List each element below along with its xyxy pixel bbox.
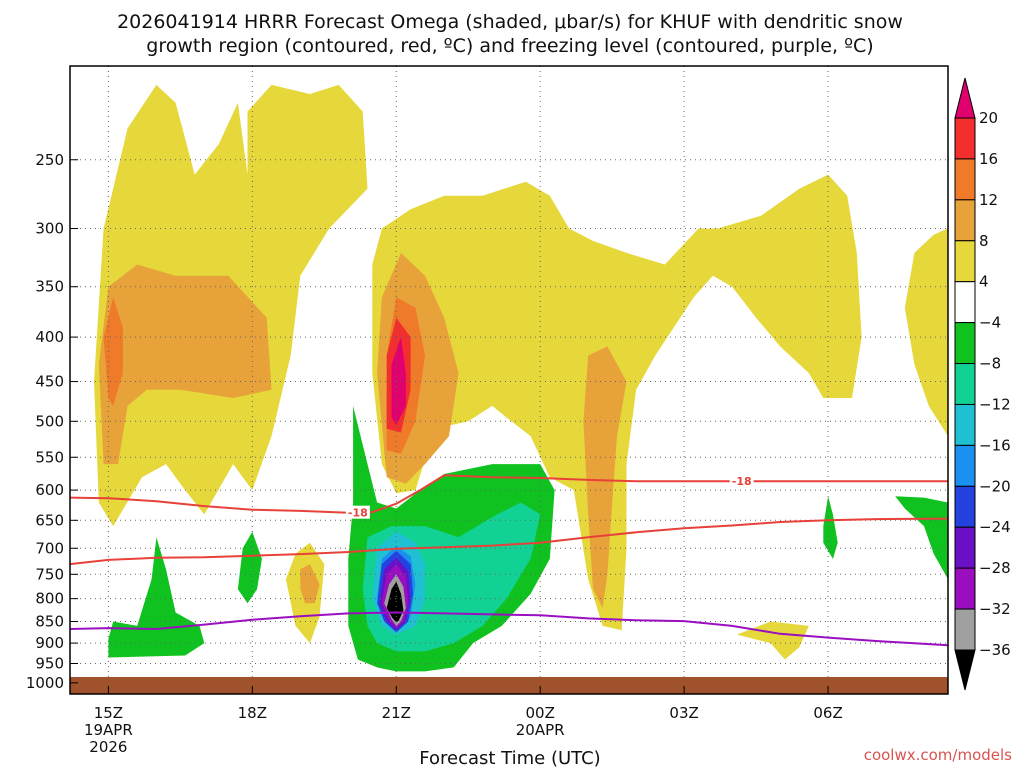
colorbar-box-11 xyxy=(954,567,976,610)
snow-growth-contour-1 xyxy=(69,517,949,566)
y-tick-label-300: 300 xyxy=(35,220,64,238)
colorbar-box-2 xyxy=(954,199,976,242)
colorbar-label-7: −12 xyxy=(979,395,1011,413)
colorbar-label-12: −32 xyxy=(979,600,1011,618)
colorbar-label-3: 8 xyxy=(979,232,989,250)
y-tick-label-250: 250 xyxy=(35,151,64,169)
y-tick-label-400: 400 xyxy=(35,328,64,346)
contour-lines: -18 -18 xyxy=(69,474,949,647)
colorbar-label-13: −36 xyxy=(979,641,1011,659)
colorbar-box-9 xyxy=(954,485,976,528)
x-tick-label-15Z: 15Z xyxy=(94,704,123,722)
x-tick-label-00Z: 00Z xyxy=(525,704,554,722)
colorbar-box-1 xyxy=(954,158,976,201)
snow-growth-contour-label-1: -18 xyxy=(732,475,752,488)
x-tick-label-18Z: 18Z xyxy=(238,704,267,722)
y-tick-label-850: 850 xyxy=(35,613,64,631)
colorbar-top-arrow xyxy=(954,77,976,119)
omega-shading xyxy=(94,84,948,672)
colorbar-box-10 xyxy=(954,526,976,569)
colorbar-box-12 xyxy=(954,608,976,651)
colorbar-box-4 xyxy=(954,281,976,324)
x-tick-date-15Z: 19APR xyxy=(84,721,133,739)
y-tick-label-350: 350 xyxy=(35,278,64,296)
omega-region-15 xyxy=(237,531,262,604)
x-tick-label-03Z: 03Z xyxy=(669,704,698,722)
colorbar-box-6 xyxy=(954,363,976,405)
omega-region-16 xyxy=(823,496,838,559)
omega-region-12 xyxy=(391,337,406,426)
omega-region-17 xyxy=(895,496,948,580)
y-tick-label-1000: 1000 xyxy=(26,674,64,692)
plot-frame xyxy=(69,65,949,695)
snow-growth-contour-label-0: -18 xyxy=(348,507,368,520)
omega-region-9 xyxy=(103,297,123,406)
title-line-2: growth region (contoured, red, ºC) and f… xyxy=(146,35,873,57)
colorbar-label-5: −4 xyxy=(979,314,1001,332)
colorbar-label-4: 4 xyxy=(979,273,989,291)
y-tick-label-450: 450 xyxy=(35,373,64,391)
snow-growth-contour-0 xyxy=(69,474,948,514)
colorbar-box-3 xyxy=(954,240,976,283)
pressure-axis: 250 300 350 400 450 500 550 600 650 700 750 800 850 9… xyxy=(26,151,78,692)
x-tick-label-21Z: 21Z xyxy=(382,704,411,722)
colorbar-box-5 xyxy=(954,322,976,365)
y-tick-label-500: 500 xyxy=(35,412,64,430)
y-tick-label-650: 650 xyxy=(35,511,64,529)
colorbar-label-0: 20 xyxy=(979,109,998,127)
freezing-level-contour xyxy=(69,611,949,647)
colorbar-box-7 xyxy=(954,403,976,446)
colorbar-label-11: −28 xyxy=(979,559,1011,577)
y-tick-label-600: 600 xyxy=(35,481,64,499)
y-tick-label-900: 900 xyxy=(35,634,64,652)
x-tick-year-15Z: 2026 xyxy=(89,738,127,756)
omega-region-2 xyxy=(904,228,948,437)
x-tick-label-06Z: 06Z xyxy=(813,704,842,722)
ground-surface xyxy=(70,677,948,694)
omega-region-14 xyxy=(108,537,205,658)
omega-region-7 xyxy=(583,346,627,608)
omega-region-4 xyxy=(736,621,809,660)
colorbar-label-6: −8 xyxy=(979,355,1001,373)
colorbar-label-8: −16 xyxy=(979,436,1011,454)
colorbar-label-1: 16 xyxy=(979,150,998,168)
y-tick-label-700: 700 xyxy=(35,539,64,557)
contour-label-bg-1 xyxy=(729,474,754,488)
colorbar-bottom-arrow xyxy=(954,649,976,691)
title-line-1: 2026041914 HRRR Forecast Omega (shaded, … xyxy=(117,11,903,33)
y-tick-label-550: 550 xyxy=(35,448,64,466)
x-tick-date-00Z: 20APR xyxy=(516,721,565,739)
credit-text: coolwx.com/models xyxy=(864,746,1012,764)
colorbar: 20 16 12 8 4 −4 −8 −12 −16 −20 −24 −28 −32 −36 xyxy=(954,77,1011,691)
colorbar-box-8 xyxy=(954,444,976,487)
colorbar-label-10: −24 xyxy=(979,518,1011,536)
contour-label-bg-0 xyxy=(345,505,370,519)
colorbar-label-2: 12 xyxy=(979,191,998,209)
colorbar-label-9: −20 xyxy=(979,477,1011,495)
omega-region-5 xyxy=(98,264,272,465)
y-tick-label-750: 750 xyxy=(35,565,64,583)
y-tick-label-950: 950 xyxy=(35,654,64,672)
y-tick-label-800: 800 xyxy=(35,590,64,608)
colorbar-box-0 xyxy=(954,117,976,160)
x-axis-label: Forecast Time (UTC) xyxy=(419,748,600,768)
